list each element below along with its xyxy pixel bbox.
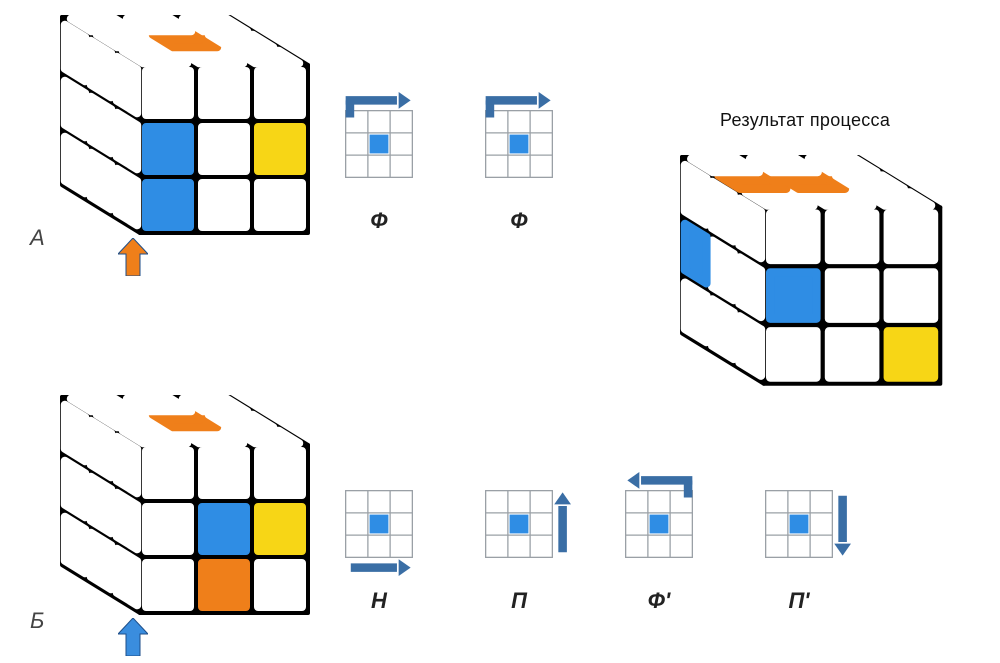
result-title: Результат процесса bbox=[720, 110, 890, 131]
move-diagram: П bbox=[460, 460, 578, 614]
move-grid bbox=[460, 460, 578, 588]
move-grid bbox=[320, 80, 438, 208]
move-label: П' bbox=[788, 588, 809, 614]
move-grid bbox=[320, 460, 438, 588]
cube-result bbox=[680, 155, 948, 397]
row-b-label: Б bbox=[30, 608, 44, 634]
row-a-label: А bbox=[30, 225, 45, 251]
cube-b bbox=[60, 395, 316, 626]
cube-b-indicator-arrow bbox=[118, 618, 148, 661]
moves-row-b: Н П Ф' П' bbox=[320, 460, 858, 614]
move-label: П bbox=[511, 588, 527, 614]
move-label: Ф bbox=[370, 208, 387, 234]
move-diagram: Ф bbox=[320, 80, 438, 234]
move-diagram: Н bbox=[320, 460, 438, 614]
move-diagram: Ф bbox=[460, 80, 578, 234]
cube-a-indicator-arrow bbox=[118, 238, 148, 281]
move-diagram: Ф' bbox=[600, 460, 718, 614]
moves-row-a: ФФ bbox=[320, 80, 578, 234]
move-grid bbox=[740, 460, 858, 588]
move-grid bbox=[600, 460, 718, 588]
move-label: Ф' bbox=[648, 588, 670, 614]
move-grid bbox=[460, 80, 578, 208]
cube-a bbox=[60, 15, 316, 246]
move-diagram: П' bbox=[740, 460, 858, 614]
move-label: Н bbox=[371, 588, 387, 614]
move-label: Ф bbox=[510, 208, 527, 234]
